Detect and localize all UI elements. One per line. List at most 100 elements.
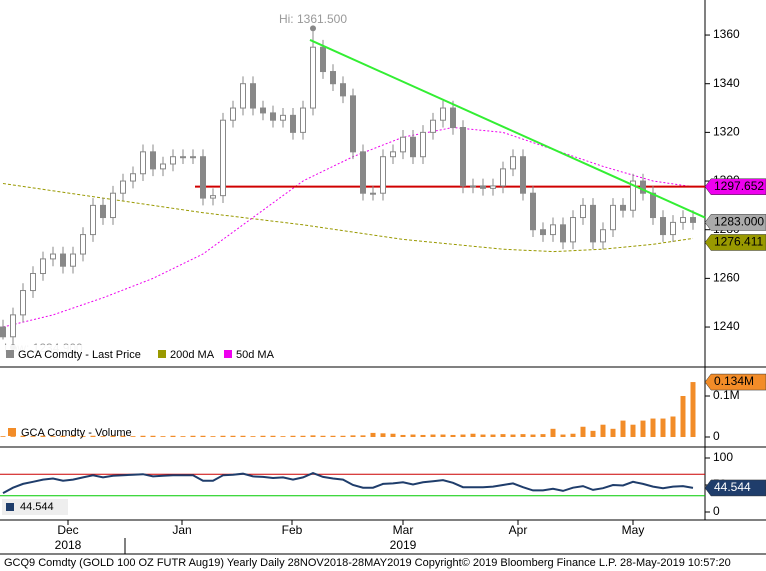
candle-body: [550, 224, 556, 236]
trend-line: [309, 38, 706, 219]
candle-body: [450, 107, 456, 129]
candle-body: [320, 46, 326, 73]
candle-body: [270, 112, 276, 121]
volume-bar: [570, 433, 576, 438]
volume-bar: [290, 435, 296, 438]
candle-body: [460, 127, 466, 187]
volume-bar: [420, 434, 426, 438]
candle-body: [30, 273, 36, 292]
volume-bar: [610, 428, 616, 438]
x-tick-label: Dec: [57, 523, 78, 537]
volume-bar: [540, 434, 546, 438]
volume-bar: [430, 434, 436, 438]
candle-body: [330, 71, 336, 85]
volume-bar: [680, 395, 686, 438]
candle-body: [500, 168, 506, 187]
last-price-label-text: 1283.000: [714, 215, 764, 229]
volume-bar: [30, 436, 36, 438]
candle-body: [600, 229, 606, 243]
legend-label: 44.544: [20, 501, 54, 513]
candle-body: [410, 136, 416, 158]
candle-body: [310, 46, 316, 109]
candle-body: [50, 253, 56, 260]
volume-bar: [220, 435, 226, 438]
candle-body: [80, 234, 86, 255]
x-tick-label: Mar: [393, 523, 414, 537]
volume-bar: [230, 435, 236, 438]
volume-bar: [650, 418, 656, 438]
candle-body: [580, 204, 586, 219]
x-tick-label: Jan: [172, 523, 191, 537]
legend-label: 200d MA: [170, 349, 215, 361]
candle-body: [160, 163, 166, 170]
candle-body: [100, 204, 106, 219]
year-label: 2018: [55, 538, 82, 552]
volume-bar: [70, 435, 76, 438]
rsi-legend-box: [2, 499, 68, 515]
x-tick-label: Feb: [282, 523, 303, 537]
volume-last-label: [704, 373, 766, 391]
candle-body: [290, 114, 296, 133]
volume-bar: [500, 434, 506, 438]
volume-bar: [470, 433, 476, 438]
candle-body: [260, 107, 266, 114]
candle-body: [120, 180, 126, 194]
candle-body: [210, 195, 216, 199]
rsi-last-label-text: 44.544: [714, 480, 751, 494]
volume-bar: [640, 420, 646, 438]
candle-body: [170, 156, 176, 165]
high-marker: [310, 25, 316, 32]
candle-body: [90, 204, 96, 236]
candle-body: [250, 83, 256, 109]
candle-body: [660, 217, 666, 236]
candle-body: [570, 217, 576, 243]
volume-last-label-text: 0.134M: [714, 374, 754, 388]
candle-body: [650, 192, 656, 219]
ma200-label: [704, 234, 766, 251]
volume-bar: [530, 434, 536, 438]
candle-body: [190, 156, 196, 159]
candle-body: [620, 204, 626, 211]
volume-bar: [270, 435, 276, 438]
candle-body: [390, 151, 396, 158]
volume-bar: [600, 424, 606, 438]
candle-body: [150, 151, 156, 170]
candle-body: [70, 253, 76, 267]
y-tick-label: 1360: [713, 27, 740, 41]
candle-body: [340, 83, 346, 97]
y-tick-label: 0.1M: [713, 388, 740, 402]
candle-body: [130, 173, 136, 182]
candle-body: [230, 107, 236, 121]
volume-bar: [180, 436, 186, 438]
candle-body: [240, 83, 246, 109]
legend-swatch: [224, 350, 232, 358]
volume-bar: [410, 434, 416, 438]
volume-bar: [40, 435, 46, 438]
candle-body: [610, 204, 616, 231]
volume-bar: [200, 435, 206, 438]
legend-swatch: [8, 428, 16, 436]
volume-bar: [510, 434, 516, 438]
year-label: 2019: [390, 538, 417, 552]
candle-body: [630, 180, 636, 211]
legend-background: [0, 345, 290, 363]
candle-body: [690, 217, 696, 223]
legend-swatch: [6, 503, 14, 511]
volume-bar: [520, 434, 526, 438]
volume-bar: [280, 436, 286, 438]
rsi-line: [2, 472, 694, 494]
legend-swatch: [6, 350, 14, 358]
ma200-label-text: 1276.411: [714, 235, 763, 249]
candle-body: [530, 192, 536, 231]
candle-body: [200, 156, 206, 199]
volume-bar: [100, 436, 106, 438]
volume-bar: [250, 436, 256, 438]
x-tick-label: May: [622, 523, 645, 537]
candle-body: [430, 119, 436, 133]
volume-bar: [120, 435, 126, 438]
candle-body: [400, 136, 406, 153]
volume-bar: [330, 435, 336, 438]
candle-body: [510, 156, 516, 170]
volume-bar: [620, 420, 626, 438]
